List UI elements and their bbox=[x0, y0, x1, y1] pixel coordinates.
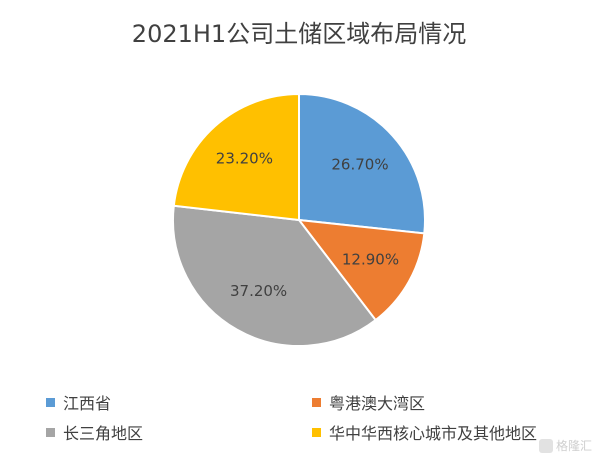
legend-swatch-central-west bbox=[312, 427, 321, 437]
legend-swatch-yangtze-delta bbox=[46, 427, 55, 437]
pie-slice-jiangxi bbox=[298, 92, 426, 235]
pie-chart: 26.70% 12.90% 37.20% 23.20% bbox=[172, 92, 426, 347]
watermark: 格隆汇 bbox=[538, 437, 592, 454]
legend-label-yangtze-delta: 长三角地区 bbox=[63, 424, 144, 443]
watermark-text: 格隆汇 bbox=[555, 439, 592, 453]
chart-title: 2021H1公司土储区域布局情况 bbox=[131, 20, 467, 48]
pie-chart-svg: 26.70% 12.90% 37.20% 23.20% bbox=[172, 92, 426, 347]
pie-slice-gba bbox=[296, 218, 426, 322]
data-label-jiangxi: 26.70% bbox=[331, 156, 388, 174]
data-label-gba: 12.90% bbox=[342, 251, 399, 269]
chart-legend: 江西省 粤港澳大湾区 长三角地区 华中华西核心城市及其他地区 bbox=[46, 390, 586, 450]
data-label-yangtze-delta: 37.20% bbox=[230, 282, 287, 300]
legend-item-central-west: 华中华西核心城市及其他地区 bbox=[312, 420, 537, 444]
data-label-central-west: 23.20% bbox=[216, 149, 273, 167]
legend-item-gba: 粤港澳大湾区 bbox=[312, 390, 425, 414]
legend-item-jiangxi: 江西省 bbox=[46, 390, 111, 414]
legend-swatch-jiangxi bbox=[46, 397, 55, 407]
legend-label-gba: 粤港澳大湾区 bbox=[329, 394, 426, 413]
legend-swatch-gba bbox=[312, 397, 321, 407]
legend-item-yangtze-delta: 长三角地区 bbox=[46, 420, 143, 444]
legend-label-central-west: 华中华西核心城市及其他地区 bbox=[329, 424, 538, 443]
watermark-logo-icon bbox=[538, 438, 553, 453]
pie-slice-yangtze-delta bbox=[172, 204, 378, 347]
legend-label-jiangxi: 江西省 bbox=[63, 394, 112, 413]
pie-slice-central-west bbox=[172, 92, 300, 222]
